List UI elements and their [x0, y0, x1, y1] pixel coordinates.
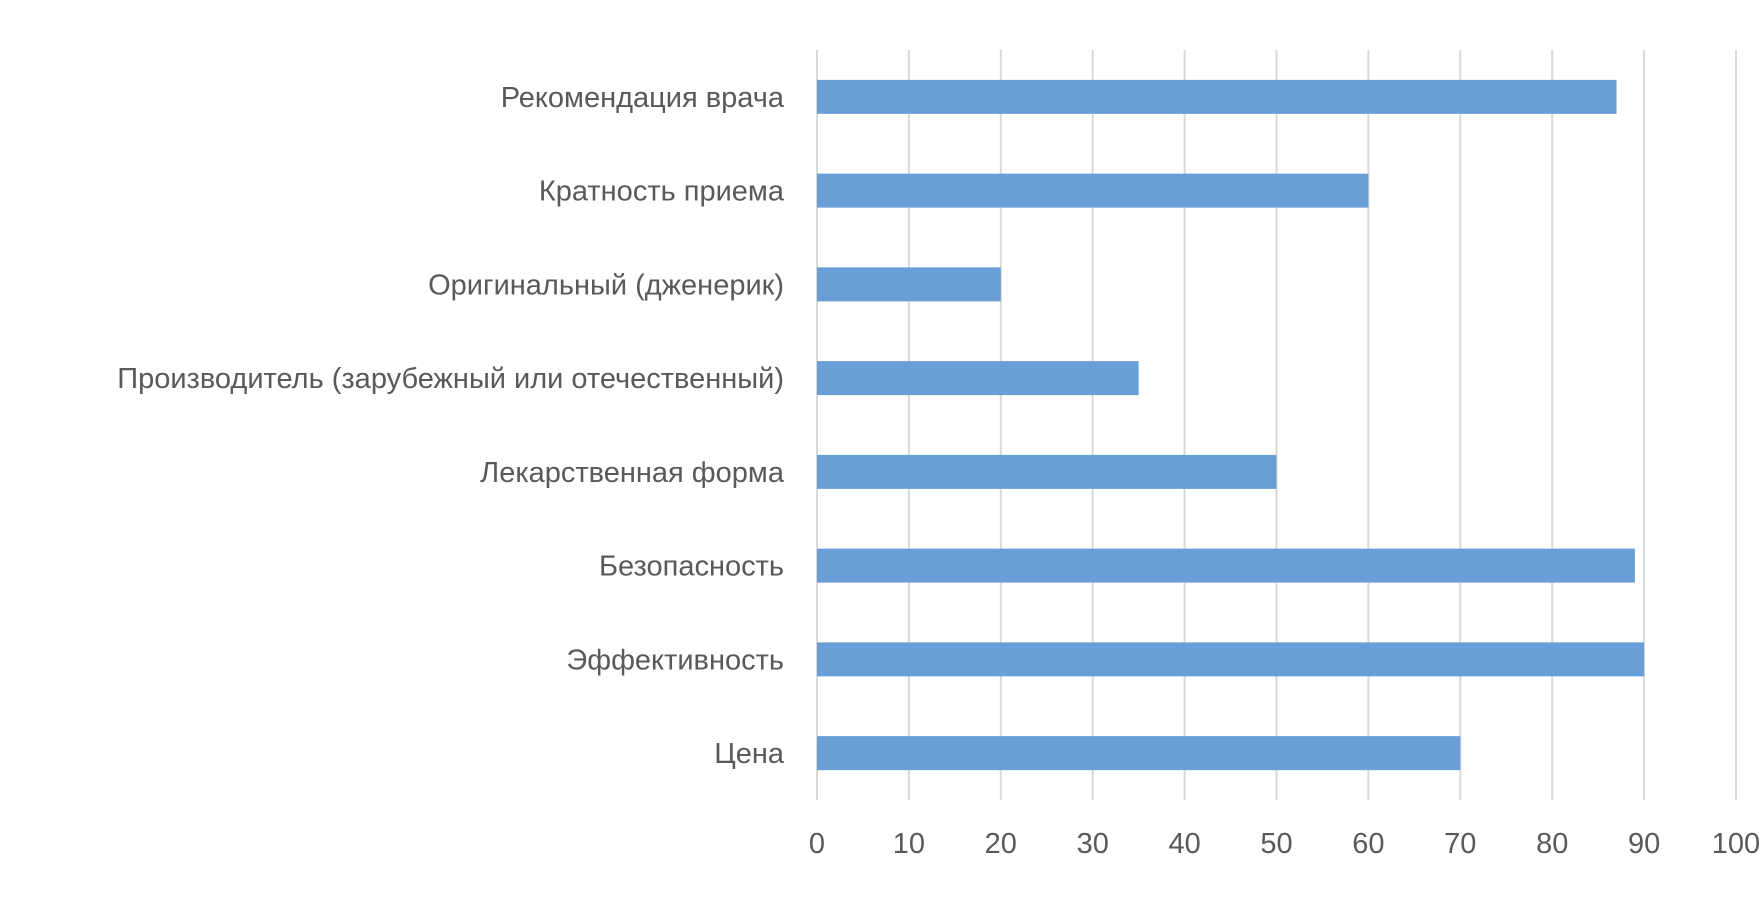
category-labels: Рекомендация врача Кратность приема Оригин…: [117, 82, 785, 770]
bar: [817, 79, 1617, 114]
x-tick-label: 100: [1712, 828, 1760, 860]
category-label: Эффективность: [566, 644, 784, 676]
category-label: Цена: [714, 738, 785, 770]
x-tick-label: 20: [985, 828, 1017, 860]
category-label: Рекомендация врача: [501, 82, 785, 114]
gridlines: [816, 50, 1737, 800]
category-label: Кратность приема: [539, 176, 785, 208]
category-label: Безопасность: [599, 551, 784, 583]
x-tick-label: 40: [1168, 828, 1200, 860]
category-label: Лекарственная форма: [480, 457, 785, 489]
x-tick-label: 10: [893, 828, 925, 860]
category-label: Производитель (зарубежный или отечествен…: [117, 363, 784, 395]
bar: [817, 173, 1369, 208]
bars: [817, 79, 1645, 771]
x-tick-label: 0: [809, 828, 825, 860]
x-tick-label: 90: [1628, 828, 1660, 860]
x-tick-labels: 0 10 20 30 40 50 60 70 80 90 100: [809, 828, 1760, 860]
bar: [817, 548, 1635, 583]
category-label: Оригинальный (дженерик): [428, 269, 784, 301]
bar: [817, 267, 1001, 302]
bar: [817, 642, 1645, 677]
x-tick-label: 70: [1444, 828, 1476, 860]
bar: [817, 361, 1139, 396]
bar: [817, 454, 1277, 489]
x-tick-label: 30: [1077, 828, 1109, 860]
x-tick-label: 60: [1352, 828, 1384, 860]
bar: [817, 736, 1461, 771]
x-tick-label: 80: [1536, 828, 1568, 860]
x-tick-label: 50: [1260, 828, 1292, 860]
